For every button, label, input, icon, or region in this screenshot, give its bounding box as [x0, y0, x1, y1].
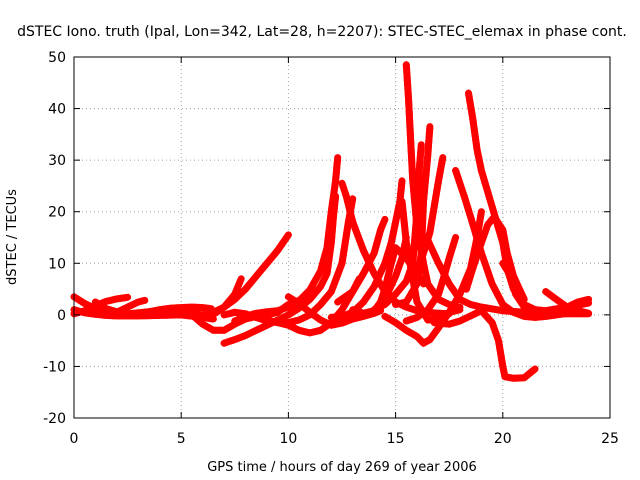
data-point [438, 266, 446, 274]
y-tick-label: 50 [48, 50, 66, 66]
y-tick-label: 40 [48, 102, 66, 118]
data-point [392, 244, 400, 252]
data-point [334, 156, 341, 163]
data-point [384, 298, 392, 306]
data-point [382, 299, 390, 307]
data-point [426, 125, 434, 133]
x-tick-label: 10 [279, 431, 297, 447]
data-point [377, 224, 385, 232]
y-tick-label: 0 [57, 308, 66, 324]
data-point [235, 291, 243, 299]
data-series [413, 154, 447, 275]
x-tick-label: 0 [70, 431, 79, 447]
data-point [425, 238, 433, 246]
data-point [491, 285, 499, 293]
data-point [129, 301, 137, 308]
data-point [519, 312, 526, 320]
data-series [199, 231, 292, 319]
data-point [317, 316, 325, 324]
data-point [451, 235, 459, 243]
data-point [379, 221, 387, 229]
data-point [438, 156, 446, 163]
data-point [454, 306, 462, 314]
data-point [373, 277, 381, 285]
y-tick-label: -10 [43, 359, 66, 375]
data-point [237, 290, 245, 297]
x-tick-label: 25 [601, 431, 619, 447]
series-layer [70, 61, 593, 382]
data-point [465, 300, 473, 308]
grid-layer [74, 57, 610, 418]
data-point [389, 293, 396, 301]
data-point [314, 304, 321, 311]
y-tick-label: -20 [43, 411, 66, 427]
data-point [438, 297, 446, 305]
data-point [430, 250, 438, 258]
data-series [462, 213, 528, 303]
data-series [113, 296, 149, 316]
data-point [378, 222, 386, 230]
data-point [417, 143, 425, 151]
chart-title: dSTEC Iono. truth (Ipal, Lon=342, Lat=28… [17, 24, 627, 40]
data-point [498, 224, 506, 232]
data-point [251, 327, 258, 335]
y-tick-label: 10 [48, 256, 66, 272]
data-point [312, 305, 320, 313]
data-series [370, 141, 425, 314]
plot-frame [73, 56, 611, 419]
data-point [492, 287, 500, 295]
data-point [236, 277, 244, 285]
x-axis-label: GPS time / hours of day 269 of year 2006 [207, 460, 477, 475]
x-tick-label: 15 [387, 431, 405, 447]
data-point [361, 250, 369, 258]
y-axis-label: dSTEC / TECUs [5, 189, 20, 285]
y-tick-label: 20 [48, 205, 66, 221]
data-point [384, 288, 392, 296]
data-point [390, 276, 398, 284]
data-point [370, 306, 378, 314]
data-point [529, 366, 537, 374]
data-point [504, 268, 512, 276]
data-point [380, 217, 388, 225]
data-series [334, 215, 389, 306]
x-tick-label: 20 [494, 431, 512, 447]
data-point [290, 324, 298, 332]
y-tick-label: 30 [48, 153, 66, 169]
data-point [583, 296, 591, 304]
data-point [139, 297, 147, 305]
tick-layer: 0 5 10 15 20 25 -20 -10 0 10 20 30 40 50 [43, 50, 619, 447]
data-point [477, 210, 485, 218]
data-point [231, 295, 239, 303]
data-series [552, 295, 593, 318]
data-series [430, 307, 539, 382]
x-tick-label: 5 [177, 431, 186, 447]
data-point [369, 251, 377, 259]
data-point [528, 368, 536, 375]
data-point [380, 219, 387, 227]
data-point [378, 265, 386, 273]
series-trace [199, 231, 292, 319]
data-point [583, 309, 591, 317]
data-series [465, 89, 593, 315]
data-point [572, 299, 580, 307]
data-point [465, 313, 473, 321]
data-point [122, 294, 129, 302]
data-point [209, 308, 217, 316]
data-point [283, 233, 291, 241]
data-point [398, 179, 406, 187]
